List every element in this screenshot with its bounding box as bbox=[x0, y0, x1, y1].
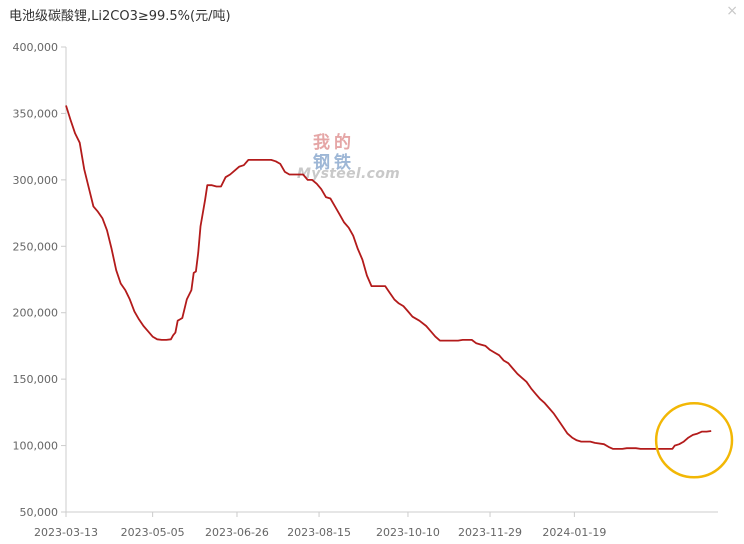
price-series-line bbox=[65, 105, 712, 450]
watermark-text: Mysteel.com bbox=[297, 166, 400, 182]
y-tick-label: 400,000 bbox=[13, 41, 59, 54]
mysteel-watermark-logo: 我 的 钢 铁 Mysteel.com bbox=[297, 128, 407, 188]
x-tick-label: 2023-06-26 bbox=[205, 526, 269, 539]
watermark-char-2: 的 bbox=[334, 133, 351, 153]
x-tick-label: 2023-11-29 bbox=[458, 526, 522, 539]
highlight-circle bbox=[654, 402, 734, 479]
x-tick-label: 2023-03-13 bbox=[34, 526, 98, 539]
y-tick-label: 350,000 bbox=[13, 107, 59, 120]
x-tick-label: 2023-05-05 bbox=[121, 526, 185, 539]
watermark-char-1: 我 bbox=[313, 133, 330, 153]
y-tick-label: 150,000 bbox=[13, 373, 59, 386]
watermark-char-3: 钢 bbox=[313, 153, 330, 173]
close-icon[interactable]: × bbox=[726, 3, 738, 19]
y-tick-label: 300,000 bbox=[13, 174, 59, 187]
y-tick-label: 250,000 bbox=[13, 240, 59, 253]
y-tick-label: 100,000 bbox=[13, 440, 59, 453]
x-tick-label: 2023-10-10 bbox=[376, 526, 440, 539]
y-tick-label: 50,000 bbox=[20, 506, 59, 519]
x-tick-label: 2024-01-19 bbox=[542, 526, 606, 539]
watermark-char-4: 铁 bbox=[334, 153, 351, 173]
y-tick-label: 200,000 bbox=[13, 307, 59, 320]
x-tick-label: 2023-08-15 bbox=[287, 526, 351, 539]
chart-title: 电池级碳酸锂,Li2CO3≥99.5%(元/吨) bbox=[9, 9, 231, 24]
